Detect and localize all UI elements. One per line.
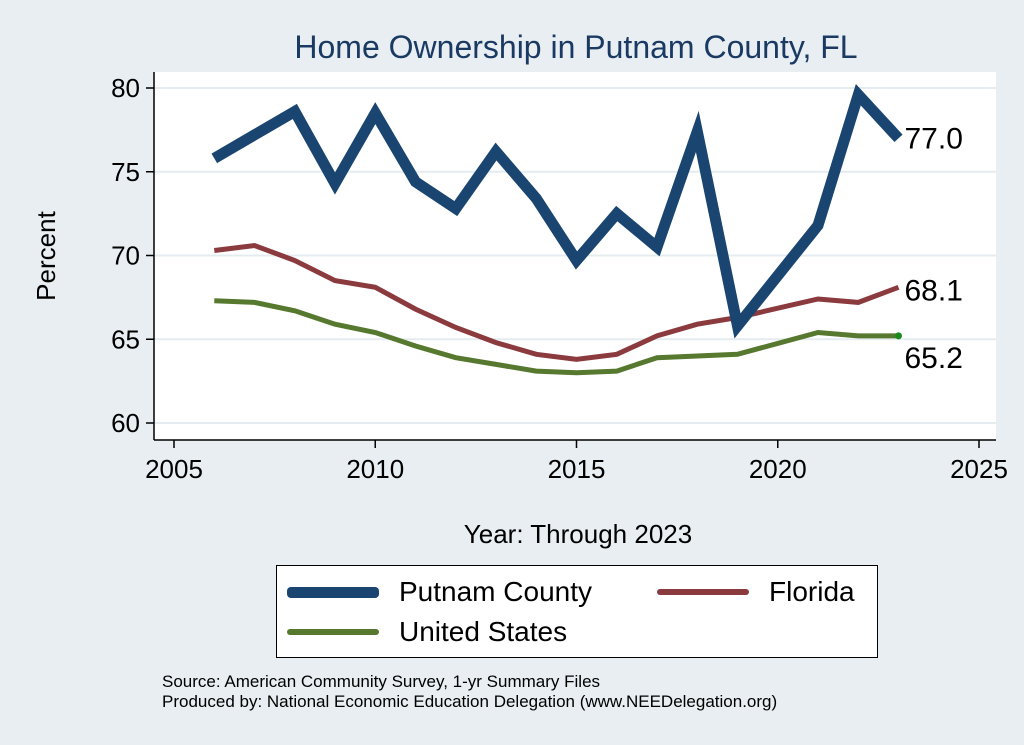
x-tick-label: 2010 — [346, 454, 404, 484]
legend: Putnam County Florida United States — [276, 565, 878, 658]
end-label-florida: 68.1 — [905, 274, 963, 307]
y-tick-label: 70 — [111, 241, 140, 271]
source-note: Source: American Community Survey, 1-yr … — [162, 672, 601, 691]
y-tick-label: 75 — [111, 157, 140, 187]
y-tick-label: 80 — [111, 73, 140, 103]
chart-title: Home Ownership in Putnam County, FL — [294, 29, 857, 65]
legend-item-united-states: United States — [287, 616, 567, 648]
x-tick-label: 2015 — [548, 454, 606, 484]
x-tick-label: 2005 — [145, 454, 203, 484]
legend-item-putnam-county: Putnam County — [287, 576, 592, 608]
x-tick-label: 2020 — [749, 454, 807, 484]
legend-label-putnam-county: Putnam County — [399, 576, 592, 607]
legend-label-united-states: United States — [399, 616, 568, 647]
end-labels: 77.0 68.1 65.2 — [905, 122, 963, 375]
end-label-putnam-county: 77.0 — [905, 122, 963, 155]
legend-label-florida: Florida — [769, 576, 855, 607]
series-end-marker-united-states — [895, 332, 902, 340]
axes: 60 65 70 75 80 2005 2010 2015 2020 2025 — [111, 72, 1008, 484]
legend-swatch-united-states — [287, 629, 379, 635]
series-layer — [211, 83, 903, 376]
series-line-florida — [213, 242, 900, 362]
series-line-united-states — [214, 298, 899, 376]
y-axis-title: Percent — [31, 210, 61, 300]
produced-by-note: Produced by: National Economic Education… — [162, 692, 778, 711]
x-tick-label: 2025 — [950, 454, 1008, 484]
legend-item-florida: Florida — [657, 576, 855, 608]
legend-swatch-florida — [657, 589, 749, 595]
y-tick-label: 65 — [111, 324, 140, 354]
end-label-united-states: 65.2 — [905, 342, 963, 375]
series-line-putnam-county — [211, 83, 903, 339]
y-tick-label: 60 — [111, 408, 140, 438]
legend-swatch-putnam-county — [287, 586, 379, 598]
x-axis-title: Year: Through 2023 — [464, 519, 692, 549]
